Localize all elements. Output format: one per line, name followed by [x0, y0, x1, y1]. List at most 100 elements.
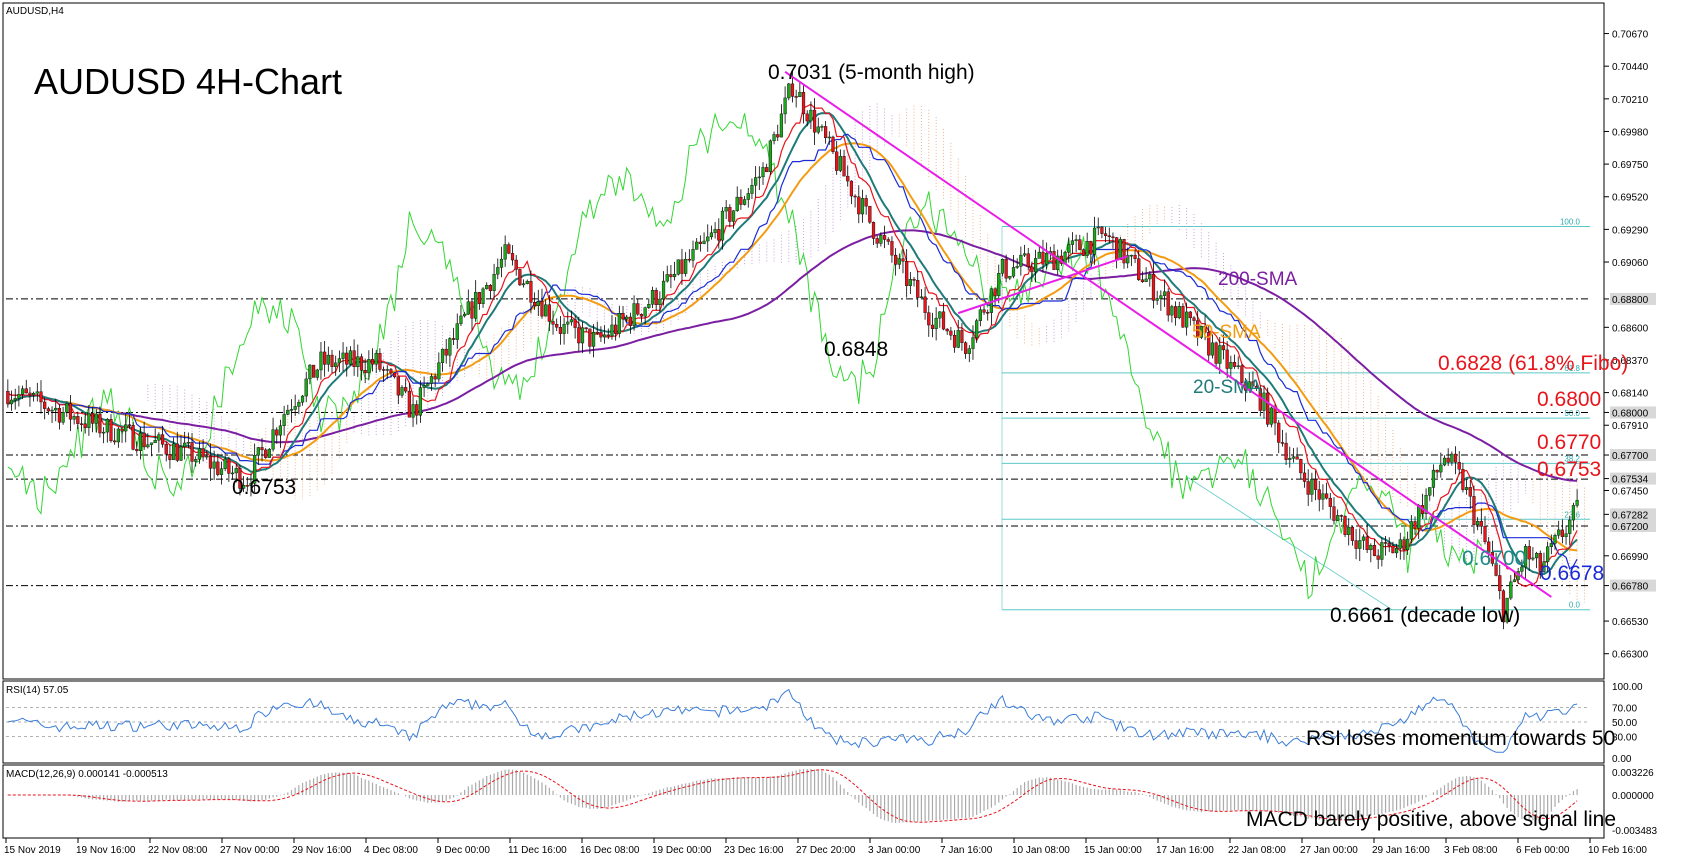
time-tick-label: 29 Jan 16:00: [1372, 845, 1430, 856]
candle-body: [566, 321, 570, 325]
candle-body: [1111, 236, 1115, 239]
candle-body: [555, 324, 559, 328]
candle-body: [1317, 489, 1321, 500]
candle-body: [1133, 254, 1137, 259]
candle-body: [311, 364, 316, 378]
candle-body: [1395, 548, 1399, 554]
candle-body: [1232, 361, 1237, 367]
candle-body: [451, 338, 456, 340]
candle-body: [1468, 487, 1472, 497]
candle-body: [1000, 259, 1005, 274]
candle-body: [363, 370, 367, 374]
candle-body: [610, 324, 614, 337]
candle-body: [603, 334, 607, 338]
candle-body: [404, 387, 408, 392]
candle-body: [496, 267, 500, 275]
candle-body: [580, 327, 585, 344]
candle-body: [824, 126, 828, 138]
candle-body: [665, 274, 669, 282]
price-badge: [1610, 292, 1656, 305]
candle-body: [400, 387, 404, 396]
candle-body: [717, 229, 721, 241]
candle-body: [698, 241, 702, 244]
candle-body: [282, 414, 286, 426]
candle-body: [1472, 496, 1476, 526]
price-tick-label: 0.66300: [1612, 650, 1649, 661]
candle-body: [1192, 317, 1196, 321]
candle-body: [1015, 266, 1019, 268]
rsi-tick-label: 0.00: [1612, 754, 1632, 765]
candle-body: [241, 485, 246, 489]
candle-body: [908, 279, 912, 286]
candle-body: [1011, 267, 1016, 277]
candle-body: [1406, 538, 1410, 550]
candle-body: [680, 259, 684, 274]
macd-tick-label: 0.000000: [1612, 791, 1654, 802]
candle-body: [621, 313, 625, 320]
candle-body: [684, 258, 688, 274]
candle-body: [275, 429, 279, 436]
label-low-6848: 0.6848: [824, 338, 888, 361]
candle-body: [138, 432, 143, 451]
candle-body: [50, 409, 54, 412]
candle-body: [271, 429, 275, 450]
macd-panel-frame: [2, 764, 1605, 839]
candle-body: [1464, 487, 1469, 490]
candle-body: [886, 239, 890, 242]
candle-body: [1008, 276, 1012, 279]
candle-body: [337, 358, 341, 364]
candle-body: [356, 356, 360, 368]
candle-body: [426, 383, 430, 386]
candle-body: [783, 97, 787, 115]
candle-body: [157, 434, 161, 441]
time-tick-label: 15 Nov 2019: [4, 845, 61, 856]
candle-body: [142, 432, 146, 448]
candle-body: [731, 210, 736, 222]
symbol-label: AUDUSD,H4: [6, 6, 64, 17]
candle-body: [573, 319, 577, 328]
candle-body: [816, 126, 820, 133]
candle-body: [1078, 239, 1082, 250]
candle-body: [208, 455, 213, 469]
candle-body: [1056, 255, 1060, 270]
candle-body: [750, 185, 754, 194]
candle-body: [393, 372, 397, 378]
candle-body: [562, 323, 566, 334]
candle-body: [1033, 258, 1038, 273]
candle-body: [94, 413, 98, 424]
candle-body: [1534, 552, 1539, 559]
candle-body: [1512, 579, 1517, 583]
candle-body: [1487, 541, 1491, 553]
candle-body: [875, 238, 879, 244]
candle-body: [267, 448, 271, 458]
candle-body: [54, 407, 58, 411]
candle-body: [433, 376, 437, 380]
label-20sma: 20-SMA: [1193, 377, 1262, 398]
price-tick-label: 0.66530: [1612, 617, 1649, 628]
candle-body: [945, 328, 949, 332]
price-badge: [1610, 519, 1656, 532]
price-tick-label: 0.69750: [1612, 160, 1649, 171]
candle-body: [1380, 542, 1384, 560]
candle-body: [765, 167, 769, 173]
candle-body: [1325, 493, 1329, 499]
candle-body: [1347, 526, 1351, 535]
candle-body: [790, 83, 795, 97]
candle-body: [256, 447, 260, 456]
candle-body: [923, 296, 927, 313]
candle-body: [1476, 520, 1480, 526]
candle-body: [463, 313, 467, 317]
price-tick-label: 0.69290: [1612, 225, 1649, 236]
candle-body: [186, 442, 190, 444]
candle-body: [1398, 539, 1402, 549]
candle-body: [1137, 258, 1141, 281]
candle-body: [411, 404, 415, 418]
candle-body: [720, 210, 725, 241]
candle-body: [477, 292, 481, 304]
candle-body: [831, 136, 835, 153]
candle-body: [9, 399, 14, 405]
candle-body: [293, 406, 297, 410]
time-tick-label: 15 Jan 00:00: [1084, 845, 1142, 856]
candle-body: [164, 444, 168, 455]
